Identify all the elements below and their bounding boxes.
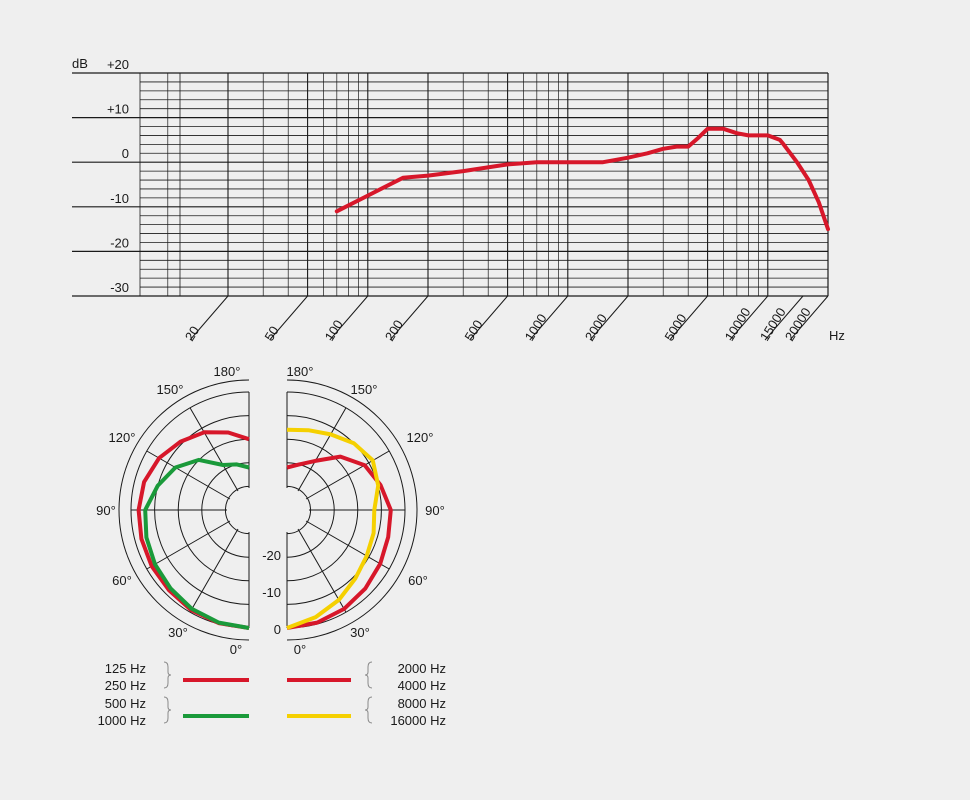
polar-ring xyxy=(224,485,250,535)
x-tick-leader xyxy=(329,295,369,341)
x-tick-leader xyxy=(269,295,308,341)
polar-spoke xyxy=(189,407,239,492)
polar-curve xyxy=(286,454,393,630)
x-tick-label: 1000 xyxy=(522,311,550,343)
polar-spoke xyxy=(189,528,239,613)
x-tick-leader xyxy=(389,295,429,341)
angle-label: 0° xyxy=(230,642,242,657)
angle-label: 90° xyxy=(425,503,445,518)
polar-outer-ring xyxy=(118,379,250,641)
x-tick-leader xyxy=(789,295,829,341)
x-tick-leader xyxy=(189,295,229,341)
r-scale-label: -10 xyxy=(262,585,281,600)
angle-label: 30° xyxy=(350,625,370,640)
polar-spoke xyxy=(305,450,390,500)
angle-label: 0° xyxy=(294,642,306,657)
r-scale-label: 0 xyxy=(274,622,281,637)
x-tick-label: 500 xyxy=(461,317,485,343)
x-tick-label: 20000 xyxy=(782,305,814,344)
angle-label: 120° xyxy=(109,430,136,445)
y-tick-label: +10 xyxy=(107,102,129,117)
x-tick-leader xyxy=(764,295,804,341)
polar-spoke xyxy=(297,407,347,492)
polar-curve xyxy=(286,427,381,630)
angle-label: 120° xyxy=(407,430,434,445)
angle-label: 60° xyxy=(408,573,428,588)
legend-label: 4000 Hz xyxy=(398,678,446,693)
angle-label: 90° xyxy=(96,503,116,518)
legend-brace xyxy=(163,661,172,689)
x-tick-label: 100 xyxy=(322,317,346,343)
legend-label: 16000 Hz xyxy=(390,713,446,728)
legend-label: 250 Hz xyxy=(105,678,146,693)
legend-label: 1000 Hz xyxy=(98,713,146,728)
y-tick-label: -30 xyxy=(110,280,129,295)
legend-brace xyxy=(364,661,373,689)
polar-spoke xyxy=(146,520,231,570)
x-tick-leader xyxy=(589,295,629,341)
x-tick-leader xyxy=(729,295,769,341)
x-tick-label: 2000 xyxy=(582,311,610,343)
x-tick-label: 50 xyxy=(261,323,281,343)
polar-spoke xyxy=(305,520,390,570)
y-tick-label: -20 xyxy=(110,235,129,250)
polar-outer-ring xyxy=(286,379,418,641)
legend-label: 8000 Hz xyxy=(398,696,446,711)
x-tick-label: 20 xyxy=(182,323,202,343)
frequency-response-line xyxy=(334,126,830,232)
angle-label: 60° xyxy=(112,573,132,588)
r-scale-label: -20 xyxy=(262,548,281,563)
x-axis-label: Hz xyxy=(829,328,845,343)
y-tick-label: +20 xyxy=(107,57,129,72)
legend-brace xyxy=(364,696,373,724)
angle-label: 30° xyxy=(168,625,188,640)
legend-label: 2000 Hz xyxy=(398,661,446,676)
polar-ring xyxy=(286,485,312,535)
x-tick-label: 200 xyxy=(382,317,406,343)
y-tick-label: -10 xyxy=(110,191,129,206)
angle-label: 180° xyxy=(287,364,314,379)
legend-label: 500 Hz xyxy=(105,696,146,711)
legend-brace xyxy=(163,696,172,724)
y-tick-label: 0 xyxy=(122,146,129,161)
x-tick-leader xyxy=(669,295,708,341)
x-tick-leader xyxy=(469,295,508,341)
angle-label: 180° xyxy=(214,364,241,379)
angle-label: 150° xyxy=(351,382,378,397)
y-axis-label: dB xyxy=(72,56,88,71)
polar-curve xyxy=(143,457,250,630)
x-tick-label: 10000 xyxy=(722,305,754,344)
x-tick-label: 5000 xyxy=(661,311,689,343)
angle-label: 150° xyxy=(157,382,184,397)
left-polar-half xyxy=(118,379,250,641)
legend-label: 125 Hz xyxy=(105,661,146,676)
x-tick-leader xyxy=(529,295,569,341)
